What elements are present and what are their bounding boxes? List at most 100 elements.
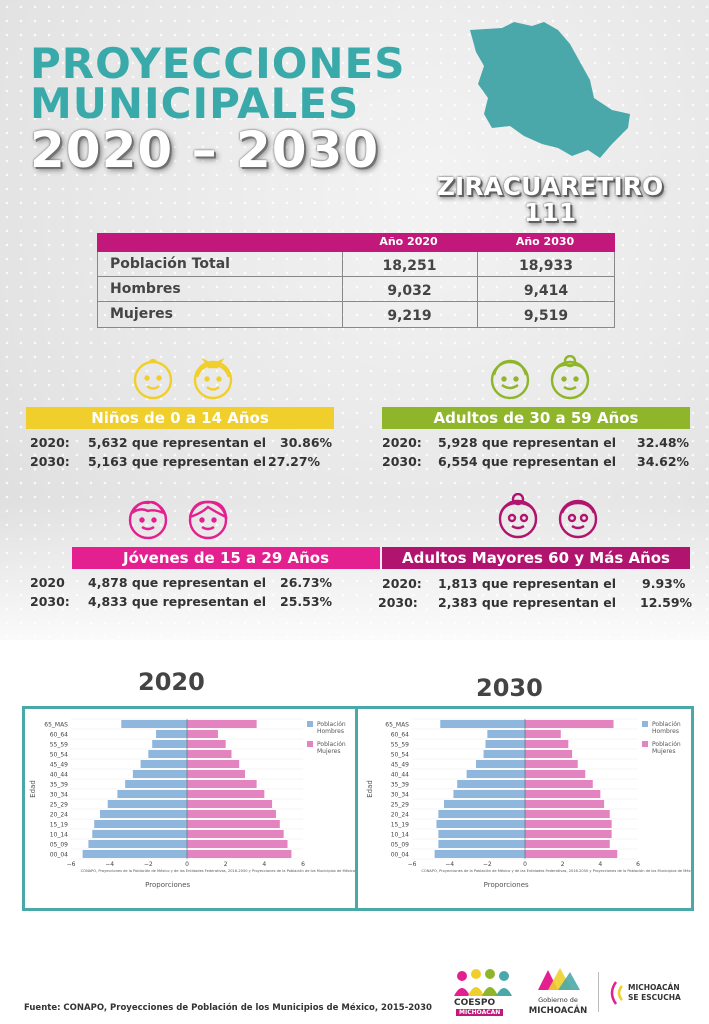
row-label: Hombres [110, 281, 181, 297]
bar-mujeres [525, 850, 618, 858]
value-2030: 18,933 [518, 258, 574, 274]
municipality-map [470, 22, 630, 158]
x-tick-label: 6 [301, 861, 305, 868]
title-line-1: PROYECCIONES [30, 39, 406, 88]
logo-divider [598, 972, 599, 1012]
stat-percent: 34.62% [637, 454, 690, 469]
stat-year: 2030: [30, 454, 70, 469]
bar-hombres [466, 770, 525, 778]
legend-swatch-mujeres [307, 741, 313, 747]
stat-year: 2020: [30, 435, 70, 450]
elder-faces-icon [498, 493, 598, 539]
bar-hombres [88, 840, 187, 848]
bar-mujeres [525, 820, 612, 828]
bar-hombres [100, 810, 187, 818]
youth-faces-icon [128, 500, 228, 540]
group-jovenes: Jóvenes de 15 a 29 Años 2020 4,878 que r… [26, 495, 380, 615]
age-tick-label: 20_24 [50, 811, 68, 818]
value-2020: 18,251 [382, 258, 437, 274]
row-label: Población Total [110, 256, 230, 272]
legend-swatch-mujeres [642, 741, 648, 747]
age-tick-label: 40_44 [50, 771, 68, 778]
age-tick-label: 20_24 [391, 811, 409, 818]
header-2020: Año 2020 [379, 235, 438, 248]
value-2030: 9,519 [523, 308, 569, 324]
stat-row: 2020: 1,813 que representan el 9.93% [382, 576, 698, 594]
stat-year: 2030: [30, 594, 70, 609]
gobierno-emblem-icon [538, 968, 580, 990]
bar-hombres [453, 790, 525, 798]
gobierno-text: Gobierno de [538, 996, 578, 1004]
row-label: Mujeres [110, 306, 173, 322]
bar-mujeres [525, 830, 612, 838]
stat-row: 2020: 5,928 que representan el 32.48% [382, 435, 698, 453]
stat-percent: 25.53% [280, 594, 333, 609]
bar-mujeres [187, 790, 265, 798]
stat-percent: 27.27% [268, 454, 321, 469]
age-tick-label: 35_39 [50, 781, 68, 788]
bar-mujeres [187, 800, 273, 808]
chart-note: CONAPO, Proyecciones de la Población de … [421, 869, 691, 873]
stat-percent: 30.86% [280, 435, 333, 450]
summary-body: Población Total 18,251 18,933 Hombres 9,… [97, 252, 615, 328]
x-tick-label: 0 [185, 861, 189, 868]
stat-row: 2030: 2,383 que representan el 12.59% [378, 595, 698, 613]
stat-row: 2030: 5,163 que representan el 27.27% [30, 454, 346, 472]
chart-note: CONAPO, Proyecciones de la Población de … [81, 869, 355, 873]
child-faces-icon [133, 357, 233, 400]
bar-hombres [82, 850, 187, 858]
stat-percent: 32.48% [637, 435, 690, 450]
age-tick-label: 05_09 [391, 841, 409, 848]
panel-divider [355, 709, 358, 908]
value-2020: 9,219 [387, 308, 432, 324]
bar-hombres [485, 740, 525, 748]
bar-hombres [152, 740, 187, 748]
bar-mujeres [187, 770, 245, 778]
bar-hombres [438, 830, 525, 838]
x-axis-label: Proporciones [145, 881, 190, 889]
bar-hombres [92, 830, 187, 838]
row-divider [98, 301, 614, 302]
bar-mujeres [187, 830, 284, 838]
bar-hombres [487, 730, 525, 738]
age-tick-label: 55_59 [391, 741, 409, 748]
x-tick-label: −4 [105, 861, 114, 868]
bar-hombres [434, 850, 525, 858]
bar-hombres [140, 760, 187, 768]
row-divider [98, 276, 614, 277]
coespo-subtext: MICHOACÁN [456, 1009, 504, 1016]
chart-year-2020: 2020 [138, 668, 205, 696]
legend-label: Mujeres [317, 748, 341, 755]
pyramid-chart-2030: 00_04 05_09 10_14 15_19 20_24 25_29 30_34 35_39… [366, 718, 691, 889]
age-tick-label: 10_14 [50, 831, 68, 838]
bar-mujeres [525, 730, 561, 738]
age-tick-label: 05_09 [50, 841, 68, 848]
age-tick-label: 25_29 [50, 801, 68, 808]
header-2030: Año 2030 [515, 235, 575, 248]
y-axis-label: Edad [366, 780, 374, 798]
age-tick-label: 65_MAS [44, 721, 68, 728]
legend-label: Población [652, 741, 681, 748]
bar-mujeres [525, 780, 593, 788]
bar-mujeres [187, 760, 240, 768]
group-title-band: Niños de 0 a 14 Años [26, 407, 334, 429]
group-title: Adultos de 30 a 59 Años [433, 409, 639, 427]
legend-label: Población [652, 721, 681, 728]
x-tick-label: −6 [408, 861, 417, 868]
bar-mujeres [187, 720, 257, 728]
stat-year: 2030: [378, 595, 418, 610]
table-row: Población Total 18,251 18,933 [98, 252, 614, 277]
source-note: Fuente: CONAPO, Proyecciones de Població… [24, 1003, 432, 1013]
bar-mujeres [187, 820, 280, 828]
se-escucha-logo: MICHOACÁN SE ESCUCHA [608, 978, 708, 1012]
age-tick-label: 15_19 [50, 821, 68, 828]
bar-mujeres [525, 770, 586, 778]
adult-faces-icon [490, 355, 590, 400]
bar-hombres [440, 720, 525, 728]
bar-hombres [438, 810, 525, 818]
bar-mujeres [525, 740, 569, 748]
x-tick-label: 4 [598, 861, 602, 868]
age-tick-label: 25_29 [391, 801, 409, 808]
bar-mujeres [187, 730, 218, 738]
stat-year: 2030: [382, 454, 422, 469]
